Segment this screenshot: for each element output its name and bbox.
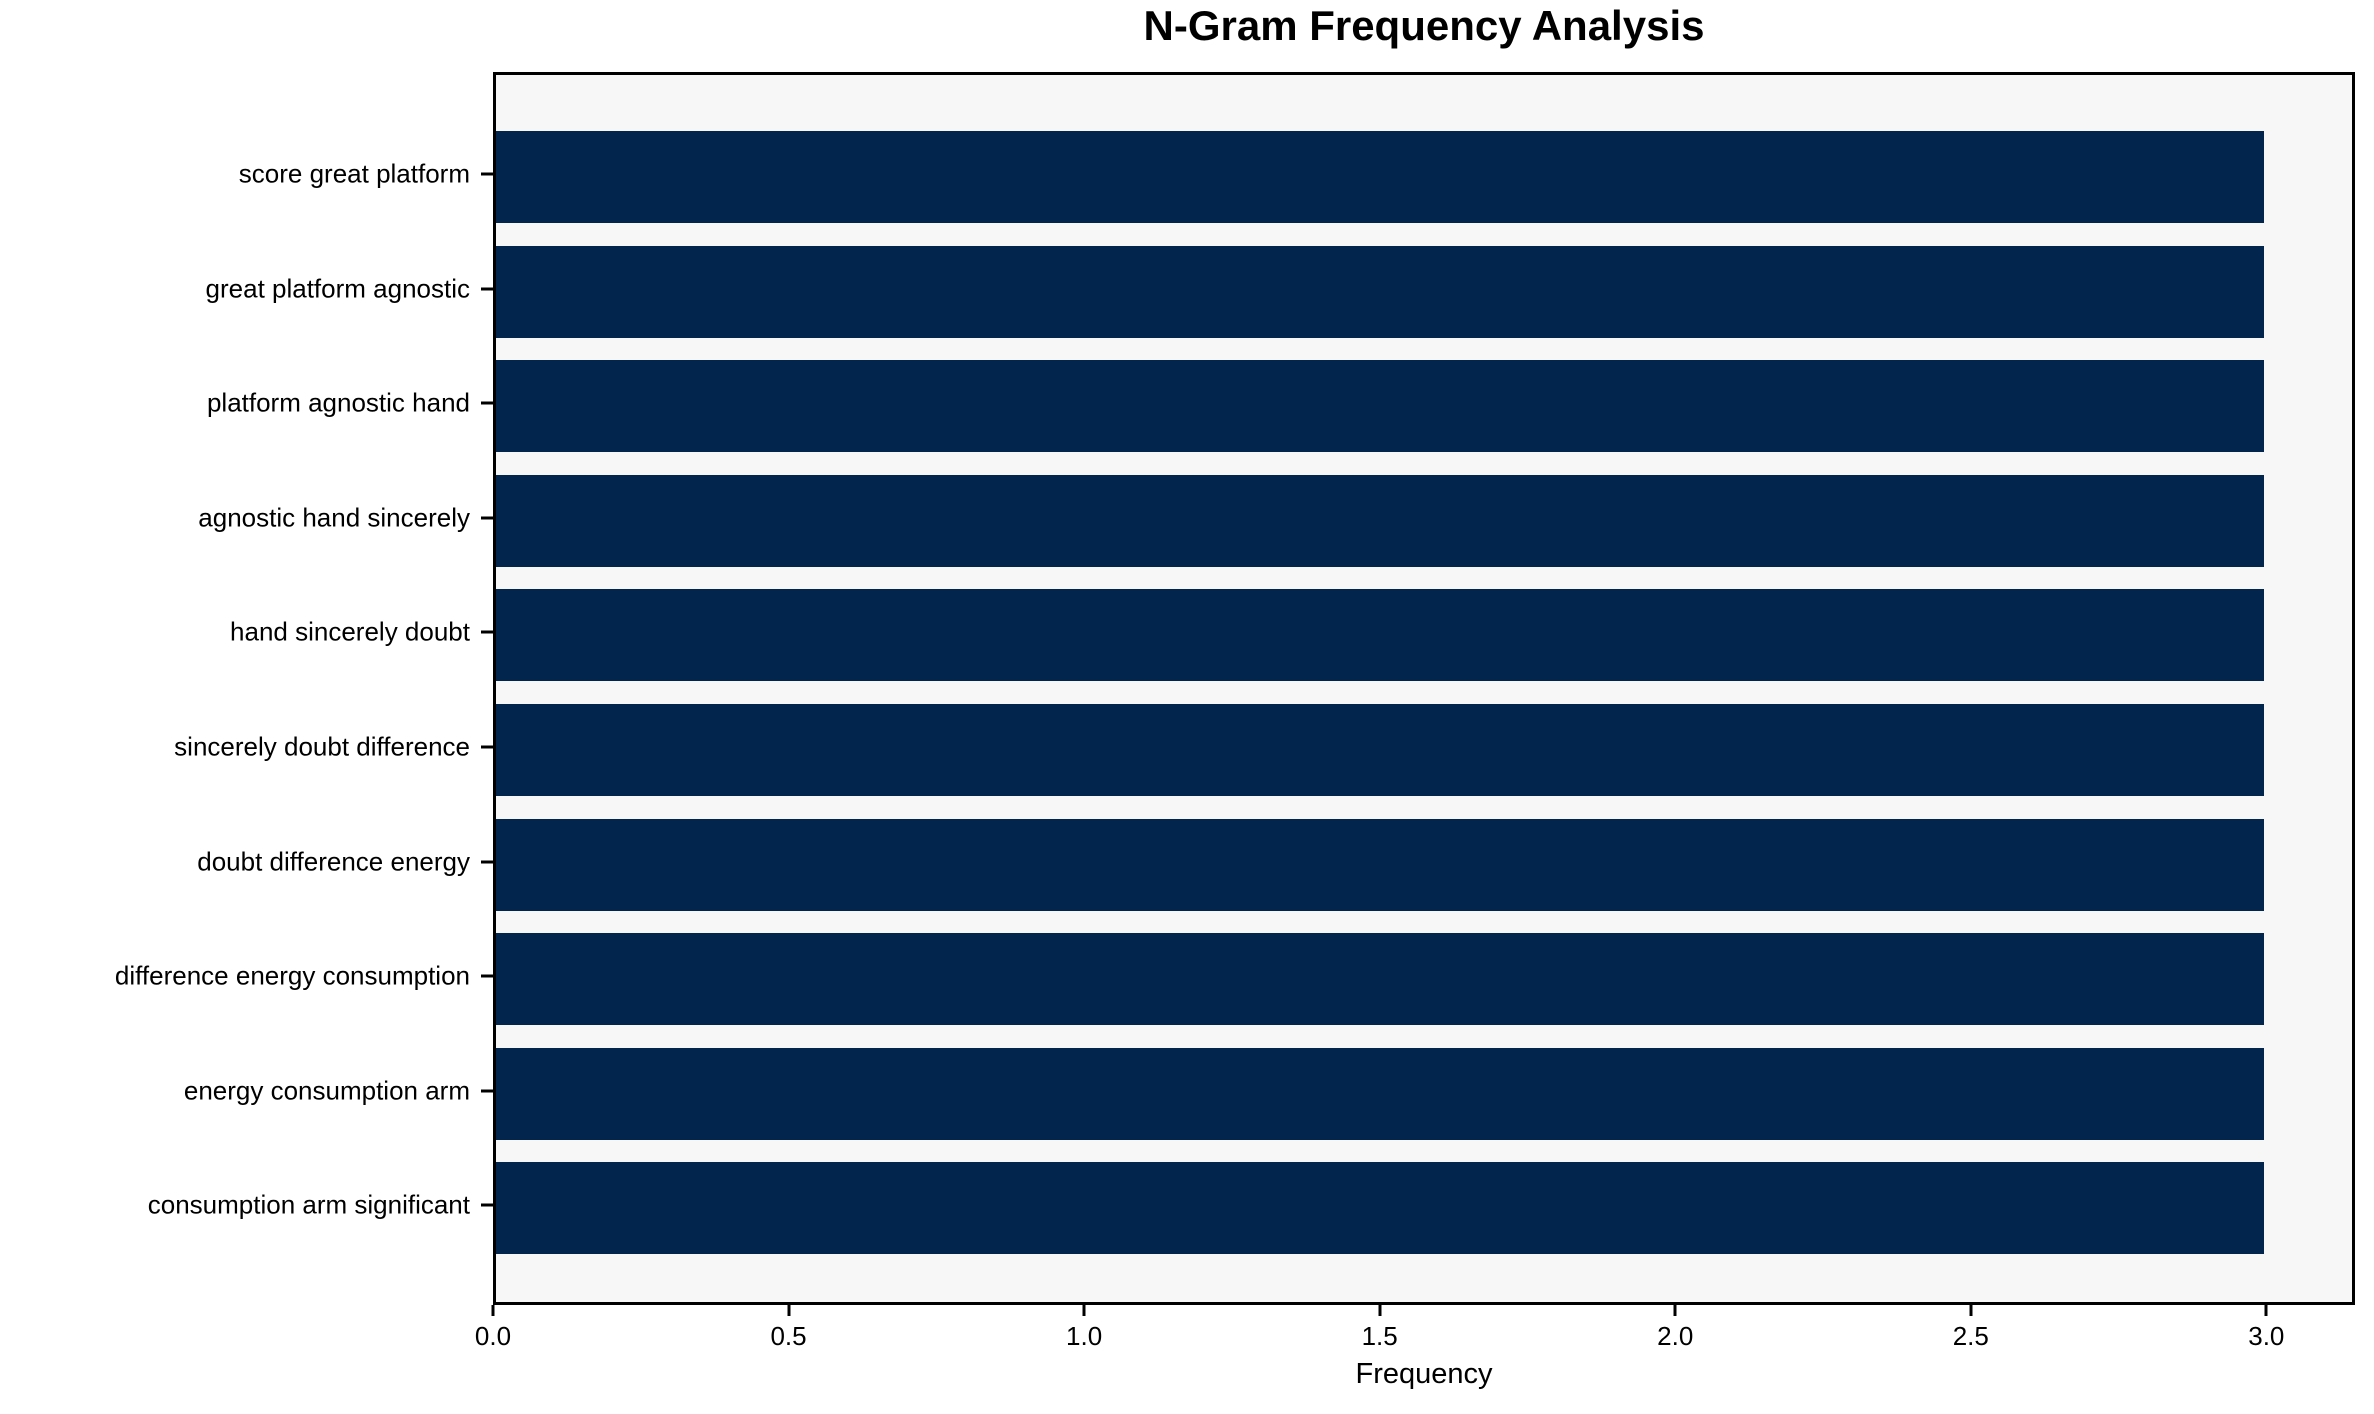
- x-tick-mark: [2264, 1305, 2268, 1316]
- y-tick-mark: [481, 1089, 493, 1093]
- y-tick-label: platform agnostic hand: [206, 387, 470, 418]
- x-tick-label: 1.0: [1066, 1321, 1103, 1351]
- x-tick-label: 1.5: [1361, 1321, 1398, 1351]
- x-tick-mark: [1673, 1305, 1677, 1316]
- bar: [496, 818, 2264, 911]
- x-tick-mark: [1378, 1305, 1382, 1316]
- y-tick-label: sincerely doubt difference: [174, 731, 470, 762]
- x-tick-label: 3.0: [2248, 1321, 2285, 1351]
- y-tick-label: score great platform: [238, 158, 470, 189]
- y-tick-label: energy consumption arm: [183, 1075, 470, 1106]
- bar: [496, 360, 2264, 453]
- y-tick-mark: [481, 287, 493, 291]
- y-tick-mark: [481, 172, 493, 176]
- x-tick-mark: [491, 1305, 495, 1316]
- x-tick-mark: [787, 1305, 791, 1316]
- y-tick-mark: [481, 630, 493, 634]
- x-tick-mark: [1969, 1305, 1973, 1316]
- y-tick-mark: [481, 745, 493, 749]
- x-tick-label: 2.0: [1657, 1321, 1694, 1351]
- y-tick-label: consumption arm significant: [147, 1189, 470, 1220]
- y-tick-label: difference energy consumption: [114, 960, 470, 991]
- y-tick-mark: [481, 1203, 493, 1207]
- y-tick-mark: [481, 974, 493, 978]
- y-tick-mark: [481, 516, 493, 520]
- y-tick-label: doubt difference energy: [197, 846, 470, 877]
- x-tick-label: 0.5: [770, 1321, 807, 1351]
- x-tick-label: 0.0: [474, 1321, 512, 1351]
- y-tick-mark: [481, 860, 493, 864]
- plot-area: [493, 72, 2355, 1305]
- x-tick-mark: [1082, 1305, 1086, 1316]
- y-tick-label: agnostic hand sincerely: [198, 502, 470, 533]
- bar: [496, 933, 2264, 1026]
- x-axis-label: Frequency: [1355, 1358, 1493, 1390]
- bar: [496, 245, 2264, 338]
- bar: [496, 1162, 2264, 1255]
- x-tick-label: 2.5: [1952, 1321, 1989, 1351]
- bar: [496, 1047, 2264, 1140]
- chart-title: N-Gram Frequency Analysis: [1143, 2, 1705, 49]
- y-tick-mark: [481, 401, 493, 405]
- y-tick-label: great platform agnostic: [205, 273, 470, 304]
- bar: [496, 474, 2264, 567]
- bar: [496, 589, 2264, 682]
- y-tick-label: hand sincerely doubt: [230, 616, 470, 647]
- bar: [496, 131, 2264, 223]
- bar: [496, 704, 2264, 796]
